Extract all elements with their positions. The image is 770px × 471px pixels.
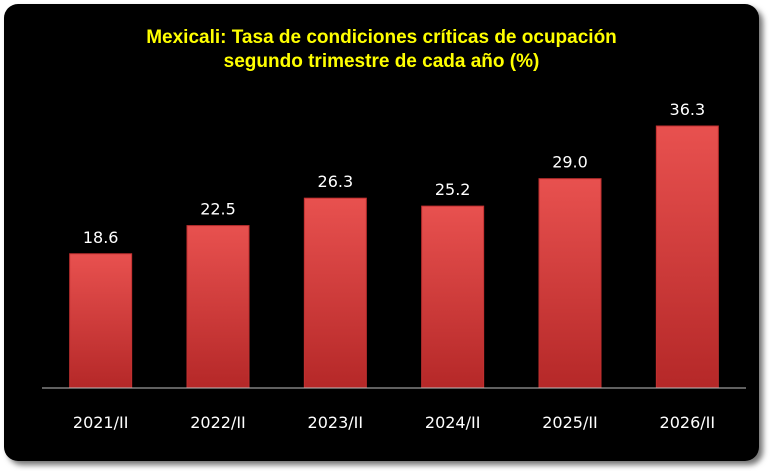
x-tick-label: 2024/II xyxy=(425,413,481,432)
chart-title-block: Mexicali: Tasa de condiciones críticas d… xyxy=(4,26,759,74)
chart-frame: Mexicali: Tasa de condiciones críticas d… xyxy=(4,4,759,461)
value-label: 29.0 xyxy=(552,153,588,172)
chart-title: Mexicali: Tasa de condiciones críticas d… xyxy=(146,27,617,48)
value-label: 22.5 xyxy=(200,200,236,219)
bar-2022-II xyxy=(186,225,250,389)
x-tick-label: 2023/II xyxy=(308,413,364,432)
bar-2021-II xyxy=(69,253,133,389)
value-label: 36.3 xyxy=(670,100,706,119)
bar-2025-II xyxy=(538,178,602,389)
x-tick-label: 2022/II xyxy=(190,413,246,432)
value-label: 25.2 xyxy=(435,180,471,199)
x-tick-label: 2021/II xyxy=(73,413,129,432)
bar-2024-II xyxy=(421,205,485,389)
bar-2023-II xyxy=(303,197,367,389)
x-tick-label: 2026/II xyxy=(660,413,716,432)
chart-subtitle: segundo trimestre de cada año (%) xyxy=(223,51,540,72)
bar-2026-II xyxy=(655,125,719,389)
x-tick-label: 2025/II xyxy=(542,413,598,432)
value-label: 26.3 xyxy=(318,172,354,191)
value-label: 18.6 xyxy=(83,228,119,247)
bar-chart: 18.6 2021/II 22.5 2022/II 26.3 2023/II 25.2 202… xyxy=(42,100,746,432)
